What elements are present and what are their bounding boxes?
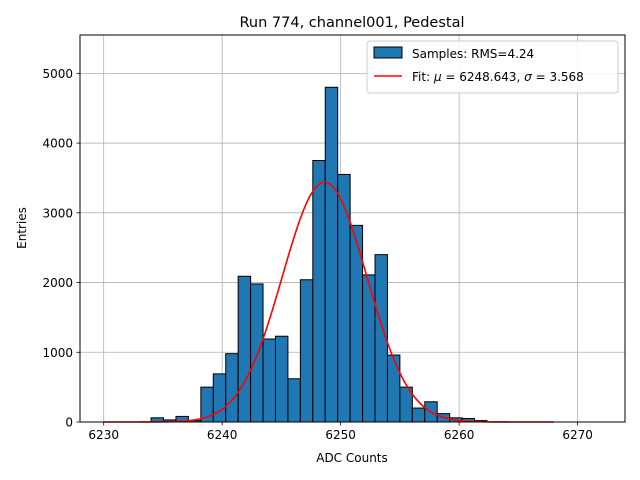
histogram-bar	[262, 338, 276, 423]
x-tick-label: 6260	[444, 428, 475, 442]
y-tick-label: 3000	[42, 206, 73, 220]
x-tick-label: 6270	[562, 428, 593, 442]
y-axis-label: Entries	[15, 207, 29, 249]
x-tick-label: 6240	[207, 428, 238, 442]
histogram-bar	[337, 173, 351, 423]
axes-frame	[79, 34, 626, 423]
histogram-bar	[274, 335, 289, 423]
histogram-bar	[212, 373, 227, 423]
legend-fit-label: Fit: μ = 6248.643, σ = 3.568	[412, 70, 584, 84]
x-axis-ticks: 6230 6240 6250 6260 6270	[88, 422, 593, 442]
histogram-bar	[312, 160, 326, 423]
chart-title: Run 774, channel001, Pedestal	[239, 15, 464, 31]
y-tick-label: 0	[65, 416, 73, 430]
y-tick-label: 2000	[42, 276, 73, 290]
histogram-bar	[225, 353, 239, 423]
legend: Samples: RMS=4.24 Fit: μ = 6248.643, σ =…	[366, 40, 619, 94]
histogram-bar	[287, 378, 301, 423]
legend-box	[366, 40, 619, 94]
legend-histogram-label: Samples: RMS=4.24	[412, 47, 534, 61]
histogram-bars	[150, 86, 488, 423]
legend-histogram-swatch	[373, 46, 403, 59]
y-tick-label: 5000	[42, 67, 73, 81]
histogram-bar	[411, 407, 426, 423]
histogram-bar	[299, 279, 314, 423]
x-tick-label: 6230	[88, 428, 119, 442]
x-tick-label: 6250	[325, 428, 356, 442]
histogram-bar	[250, 283, 264, 423]
y-tick-label: 4000	[42, 137, 73, 151]
x-axis-label: ADC Counts	[316, 451, 388, 465]
histogram-bar	[324, 86, 339, 423]
y-axis-ticks: 0 1000 2000 3000 4000 5000	[42, 67, 80, 430]
histogram-bar	[386, 354, 401, 423]
y-tick-label: 1000	[42, 346, 73, 360]
histogram-bar	[237, 275, 252, 423]
